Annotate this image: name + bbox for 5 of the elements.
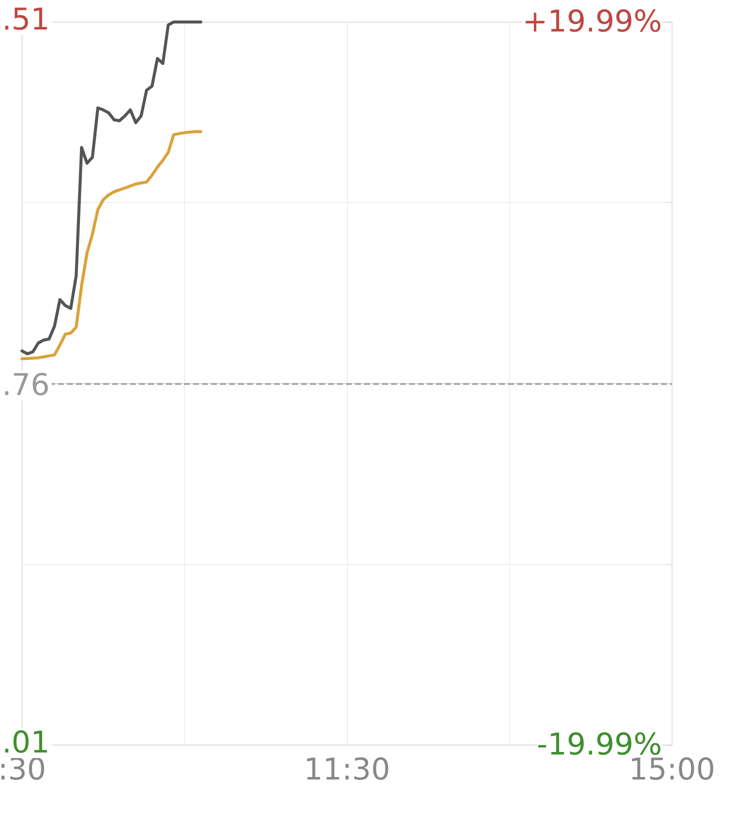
- line-series: [20, 130, 202, 360]
- annotation: .76: [2, 368, 50, 403]
- annotation: .51: [2, 2, 50, 38]
- x-tick-label: 11:30: [304, 752, 390, 788]
- y-tick-label: +19.99%: [522, 4, 662, 40]
